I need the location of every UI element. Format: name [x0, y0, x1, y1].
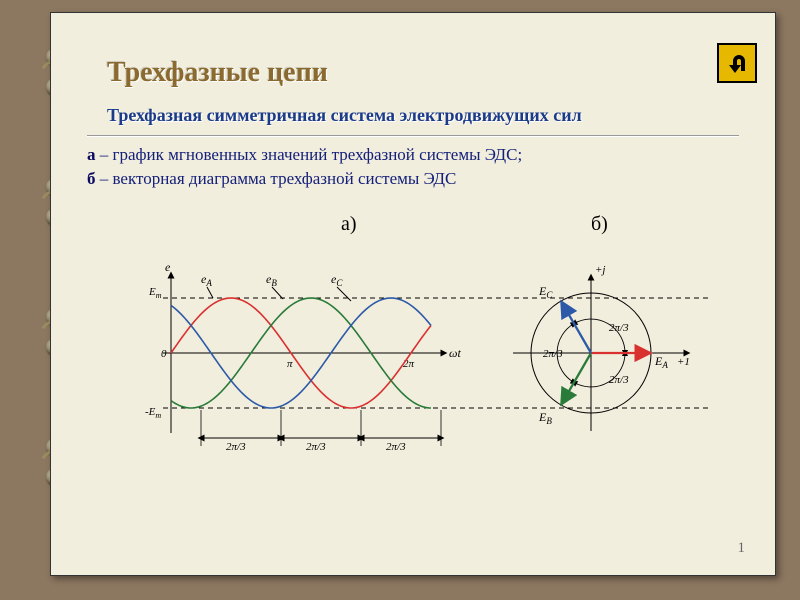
figure-label-a: а): [341, 213, 357, 236]
y-tick-nem: -Em: [145, 406, 161, 420]
svg-text:+j: +j: [595, 264, 605, 276]
svg-text:+1: +1: [677, 356, 690, 368]
caption-a-letter: а: [87, 145, 96, 164]
slide: Трехфазные цепи Трехфазная симметричная …: [50, 12, 776, 576]
svg-text:2π/3: 2π/3: [609, 374, 629, 386]
y-axis-label: e: [165, 260, 171, 274]
page-title: Трехфазные цепи: [107, 57, 328, 89]
caption-a: а – график мгновенных значений трехфазно…: [87, 145, 522, 165]
phasor-chart: 2π/3 2π/3 2π/3 EA +1 +j EC EB: [513, 264, 690, 431]
svg-text:EB: EB: [538, 410, 552, 426]
diagram: 0 π 2π Em -Em e ωt eA eB eC: [121, 243, 741, 483]
svg-text:EA: EA: [654, 354, 668, 370]
u-turn-icon: [724, 52, 750, 74]
svg-text:ωt: ωt: [449, 346, 461, 360]
svg-text:2π/3: 2π/3: [306, 441, 326, 453]
svg-text:2π/3: 2π/3: [226, 441, 246, 453]
svg-text:eA: eA: [201, 272, 212, 288]
figure-label-b: б): [591, 213, 608, 236]
wave-chart: 0 π 2π Em -Em e ωt eA eB eC: [145, 260, 711, 453]
svg-text:2π/3: 2π/3: [543, 348, 563, 360]
divider: [87, 135, 739, 137]
page-subtitle: Трехфазная симметричная система электрод…: [107, 105, 582, 126]
caption-b-letter: б: [87, 169, 96, 188]
svg-text:2π/3: 2π/3: [609, 322, 629, 334]
x-tick-pi: π: [287, 358, 293, 370]
x-tick-2pi: 2π: [403, 358, 415, 370]
x-tick-0: 0: [161, 348, 167, 360]
back-button[interactable]: [717, 43, 757, 83]
y-tick-em: Em: [148, 286, 162, 300]
caption-b: б – векторная диаграмма трехфазной систе…: [87, 169, 456, 189]
svg-text:2π/3: 2π/3: [386, 441, 406, 453]
svg-text:EC: EC: [538, 284, 553, 300]
caption-a-text: – график мгновенных значений трехфазной …: [96, 145, 523, 164]
svg-text:eC: eC: [331, 272, 343, 288]
caption-b-text: – векторная диаграмма трехфазной системы…: [96, 169, 457, 188]
page-number: 1: [738, 540, 746, 557]
svg-text:eB: eB: [266, 272, 277, 288]
